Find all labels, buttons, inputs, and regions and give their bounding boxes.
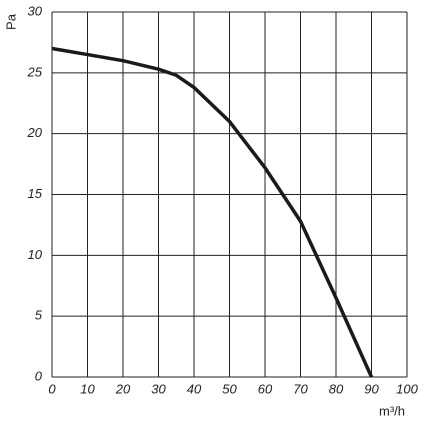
x-tick-label: 60 [258, 381, 273, 396]
y-tick-label: 5 [35, 308, 43, 323]
y-axis-label: Pa [3, 13, 18, 30]
x-tick-label: 90 [364, 381, 379, 396]
y-tick-label: 15 [28, 186, 43, 201]
x-tick-label: 40 [187, 381, 202, 396]
data-line [51, 46, 374, 378]
y-tick-label: 10 [28, 247, 43, 262]
x-tick-label: 30 [151, 381, 166, 396]
x-tick-label: 0 [48, 381, 56, 396]
x-tick-label: 70 [293, 381, 308, 396]
y-tick-label: 0 [35, 368, 43, 383]
x-axis-label: m³/h [379, 403, 405, 418]
x-tick-label: 20 [115, 381, 131, 396]
y-tick-label: 25 [27, 64, 43, 79]
y-tick-label: 30 [28, 3, 43, 18]
y-tick-label: 20 [27, 125, 43, 140]
x-tick-label: 50 [222, 381, 237, 396]
x-tick-label: 10 [80, 381, 95, 396]
x-tick-label: 80 [329, 381, 344, 396]
x-tick-label: 100 [396, 381, 418, 396]
